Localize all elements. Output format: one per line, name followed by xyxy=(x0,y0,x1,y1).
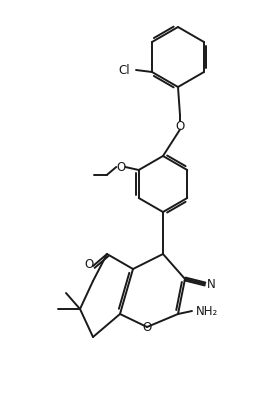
Text: O: O xyxy=(175,119,185,132)
Text: N: N xyxy=(207,278,216,291)
Text: Cl: Cl xyxy=(118,64,130,77)
Text: O: O xyxy=(116,161,125,174)
Text: O: O xyxy=(84,258,94,271)
Text: NH₂: NH₂ xyxy=(196,305,218,318)
Text: O: O xyxy=(142,321,152,334)
